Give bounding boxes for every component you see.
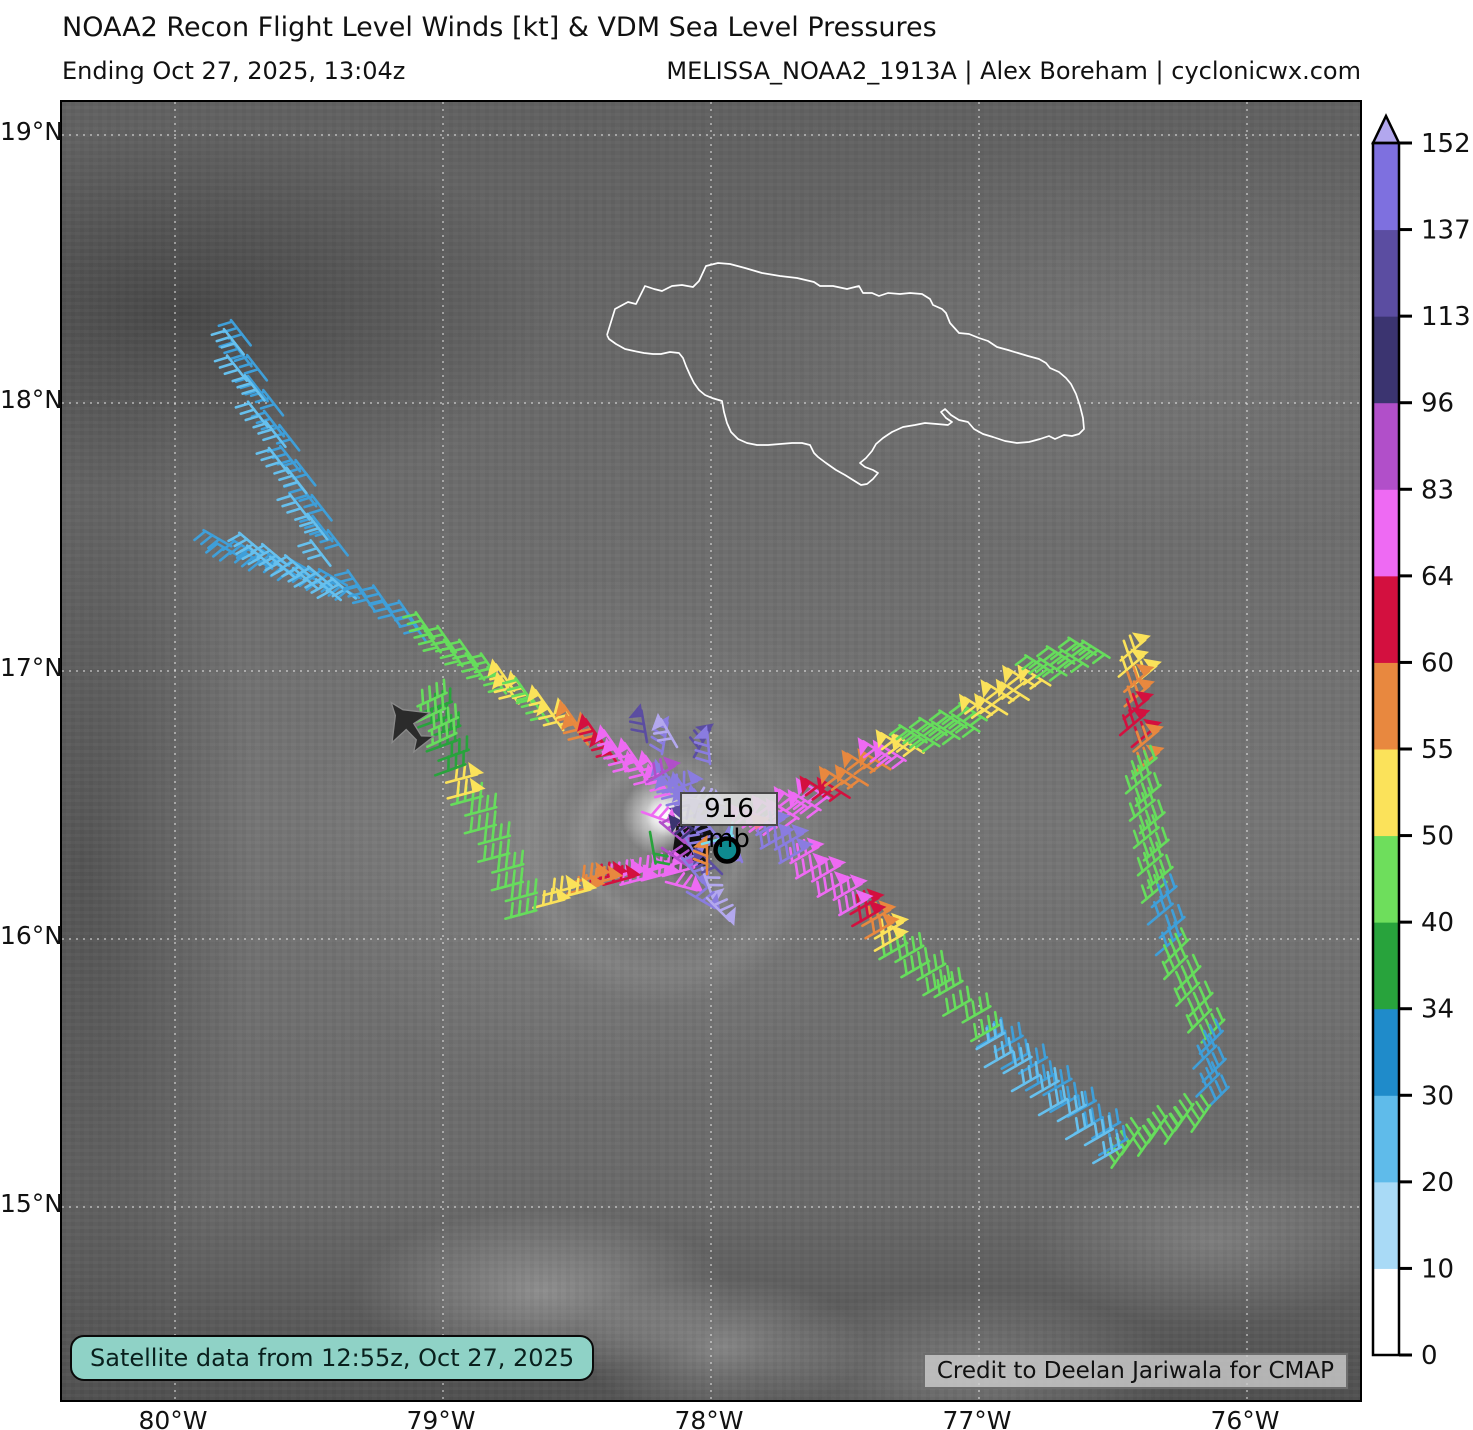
- lat-tick-label: 15°N: [0, 1189, 64, 1218]
- lon-tick-label: 76°W: [1210, 1406, 1280, 1430]
- colorbar-tick-label: 96: [1421, 389, 1454, 419]
- figure-subtitle-credit: MELISSA_NOAA2_1913A | Alex Boreham | cyc…: [666, 57, 1361, 85]
- pressure-label: 916 mb: [680, 792, 778, 854]
- colorbar-tick-label: 55: [1421, 735, 1454, 765]
- map-graphics: [62, 102, 1359, 1399]
- satellite-data-note: Satellite data from 12:55z, Oct 27, 2025: [70, 1335, 595, 1381]
- colorbar-tick-label: 60: [1421, 648, 1454, 678]
- lon-tick-label: 77°W: [942, 1406, 1012, 1430]
- lat-tick-label: 17°N: [0, 653, 64, 682]
- lon-tick-label: 78°W: [674, 1406, 744, 1430]
- lat-tick-label: 19°N: [0, 117, 64, 146]
- lon-tick-label: 79°W: [406, 1406, 476, 1430]
- colorbar-tick-label: 30: [1421, 1081, 1454, 1111]
- colorbar-tick-label: 40: [1421, 908, 1454, 938]
- lat-tick-label: 18°N: [0, 385, 64, 414]
- storm-center-marker: [713, 836, 741, 864]
- wind-barbs: [193, 318, 1230, 1169]
- colorbar-tick-label: 64: [1421, 562, 1454, 592]
- lon-tick-label: 80°W: [138, 1406, 208, 1430]
- lat-tick-label: 16°N: [0, 921, 64, 950]
- map-canvas: 916 mb Satellite data from 12:55z, Oct 2…: [60, 100, 1362, 1402]
- aircraft-icon: [390, 701, 436, 754]
- colorbar-tick-label: 20: [1421, 1168, 1454, 1198]
- colorbar-tick-label: 113: [1421, 302, 1471, 332]
- colorbar-tick-label: 10: [1421, 1254, 1454, 1284]
- colorbar-tick-label: 0: [1421, 1341, 1438, 1371]
- graticule: [62, 102, 1359, 1399]
- colorbar-tick-label: 34: [1421, 995, 1454, 1025]
- wind-speed-colorbar: 152 137 113 96 83 64 60 55 50 40 34 30 20 10 0: [1371, 113, 1471, 1371]
- jamaica-coastline: [606, 262, 1085, 486]
- figure-title: NOAA2 Recon Flight Level Winds [kt] & VD…: [62, 12, 937, 43]
- colorbar-tick-label: 83: [1421, 475, 1454, 505]
- colorbar-tick-label: 152: [1421, 129, 1471, 159]
- colorbar-tick-label: 137: [1421, 216, 1471, 246]
- cmap-credit-note: Credit to Deelan Jariwala for CMAP: [922, 1353, 1348, 1389]
- figure-subtitle-time: Ending Oct 27, 2025, 13:04z: [62, 57, 406, 85]
- colorbar-tick-label: 50: [1421, 822, 1454, 852]
